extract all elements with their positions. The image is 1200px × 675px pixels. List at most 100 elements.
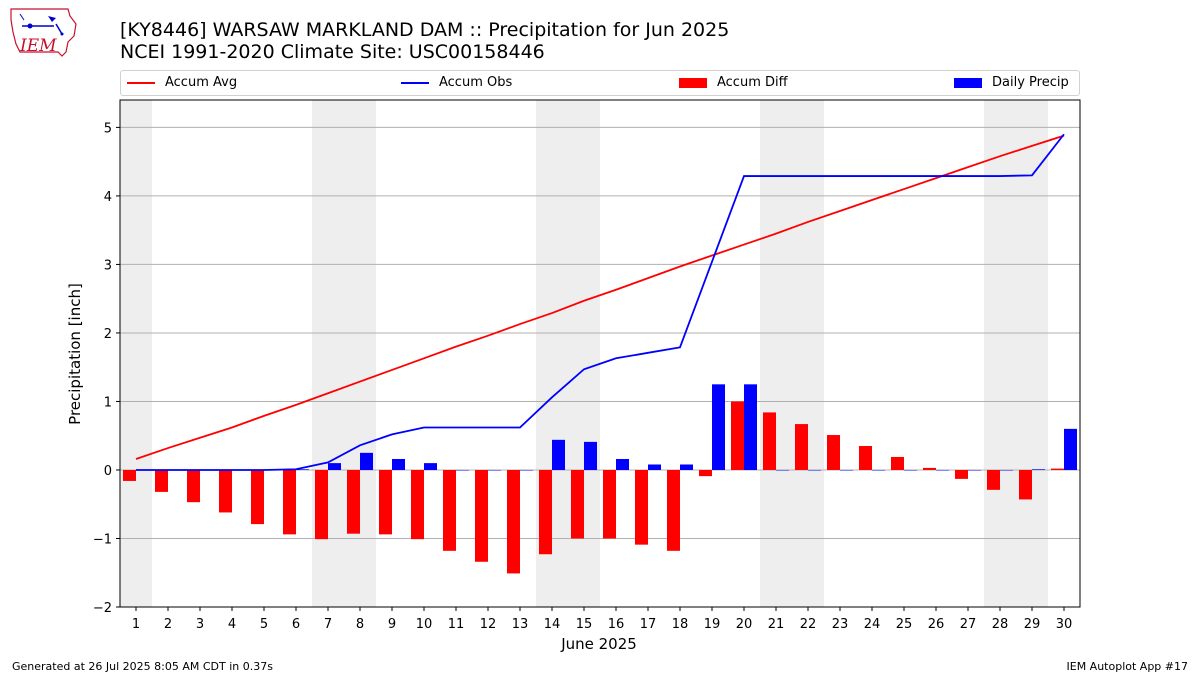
diff-bar bbox=[955, 469, 968, 479]
diff-bar bbox=[315, 469, 328, 540]
y-tick-label: 5 bbox=[104, 121, 112, 136]
x-tick-label: 24 bbox=[864, 617, 881, 632]
diff-bar bbox=[635, 469, 648, 545]
diff-bar bbox=[507, 469, 520, 574]
footer-generated: Generated at 26 Jul 2025 8:05 AM CDT in … bbox=[12, 660, 273, 673]
x-tick-label: 29 bbox=[1024, 617, 1041, 632]
diff-bar bbox=[859, 445, 872, 470]
x-tick-label: 11 bbox=[448, 617, 465, 632]
x-axis-label: June 2025 bbox=[560, 635, 637, 653]
iowa-state-outline-icon bbox=[10, 8, 77, 57]
x-tick-label: 5 bbox=[260, 617, 268, 632]
daily-precip-bar bbox=[552, 439, 565, 470]
x-tick-label: 12 bbox=[480, 617, 497, 632]
daily-precip-bar bbox=[456, 469, 469, 471]
diff-bar bbox=[1051, 468, 1064, 470]
legend-swatch-obs bbox=[401, 81, 429, 84]
x-tick-label: 22 bbox=[800, 617, 817, 632]
daily-precip-bar bbox=[1032, 469, 1045, 470]
x-tick-label: 28 bbox=[992, 617, 1009, 632]
legend-label-obs: Accum Obs bbox=[439, 75, 513, 90]
diff-bar bbox=[923, 467, 936, 470]
logo-text: IEM bbox=[20, 36, 57, 56]
legend-swatch-avg bbox=[127, 81, 155, 84]
diff-bar bbox=[411, 469, 424, 540]
diff-bar bbox=[539, 469, 552, 555]
y-tick-label: 1 bbox=[104, 395, 112, 410]
x-tick-label: 14 bbox=[544, 617, 561, 632]
x-tick-label: 17 bbox=[640, 617, 657, 632]
weekend-band bbox=[984, 100, 1016, 607]
accum-obs-line bbox=[136, 133, 1065, 471]
weekend-band bbox=[1016, 100, 1048, 607]
legend-label-avg: Accum Avg bbox=[165, 75, 238, 90]
x-tick-label: 8 bbox=[356, 617, 364, 632]
x-tick-label: 1 bbox=[132, 617, 140, 632]
legend: Accum Avg Accum Obs Accum Diff Daily Pre… bbox=[120, 70, 1080, 96]
daily-precip-bar bbox=[424, 463, 437, 470]
daily-precip-bar bbox=[808, 469, 821, 471]
footer-app: IEM Autoplot App #17 bbox=[1066, 660, 1189, 673]
accum-diff-bars bbox=[123, 401, 1064, 574]
x-axis-ticks: 1 2 3 4 5 6 7 8 9 10 11 12 13 14 15 16 17 18 19 20 21 22 23 24 2… bbox=[132, 607, 1072, 632]
daily-precip-bar bbox=[904, 469, 917, 471]
plot-frame bbox=[119, 99, 1081, 608]
legend-label-diff: Accum Diff bbox=[717, 75, 788, 90]
diff-bar bbox=[219, 469, 232, 513]
x-tick-label: 15 bbox=[576, 617, 593, 632]
x-tick-label: 20 bbox=[736, 617, 753, 632]
diff-bar bbox=[155, 469, 168, 492]
weekend-band bbox=[792, 100, 824, 607]
y-tick-label: 3 bbox=[104, 258, 112, 273]
diff-bar bbox=[1019, 469, 1032, 500]
daily-precip-bar bbox=[520, 469, 533, 471]
x-tick-label: 3 bbox=[196, 617, 204, 632]
diff-bar bbox=[827, 435, 840, 470]
x-tick-label: 19 bbox=[704, 617, 721, 632]
y-tick-label: −2 bbox=[93, 601, 112, 616]
accum-avg-line bbox=[135, 134, 1065, 460]
x-tick-label: 27 bbox=[960, 617, 977, 632]
diff-bar bbox=[795, 424, 808, 470]
daily-precip-bar bbox=[1064, 428, 1077, 470]
diff-bar bbox=[763, 412, 776, 470]
diff-bar bbox=[187, 469, 200, 503]
daily-precip-bar bbox=[776, 469, 789, 471]
daily-precip-bar bbox=[744, 384, 757, 470]
legend-item-accum-diff: Accum Diff bbox=[679, 74, 788, 92]
daily-precip-bar bbox=[648, 464, 661, 470]
legend-item-accum-obs: Accum Obs bbox=[401, 74, 512, 92]
x-tick-label: 2 bbox=[164, 617, 172, 632]
x-tick-label: 10 bbox=[416, 617, 433, 632]
daily-precip-bar bbox=[936, 469, 949, 471]
x-tick-label: 18 bbox=[672, 617, 689, 632]
daily-precip-bar bbox=[392, 459, 405, 470]
weekend-band bbox=[120, 100, 152, 607]
x-tick-label: 9 bbox=[388, 617, 396, 632]
legend-swatch-diff bbox=[679, 77, 707, 88]
x-tick-label: 23 bbox=[832, 617, 849, 632]
daily-precip-bar bbox=[872, 469, 885, 471]
diff-bar bbox=[251, 469, 264, 525]
daily-precip-bars bbox=[136, 384, 1077, 471]
diff-bar bbox=[475, 469, 488, 562]
daily-precip-bar bbox=[296, 469, 309, 470]
diff-bar bbox=[603, 469, 616, 539]
daily-precip-bar bbox=[584, 441, 597, 470]
diff-bar bbox=[379, 469, 392, 535]
diff-bar bbox=[667, 469, 680, 551]
diff-bar bbox=[699, 469, 712, 477]
y-tick-label: 0 bbox=[104, 464, 112, 479]
daily-precip-bar bbox=[968, 469, 981, 471]
daily-precip-bar bbox=[488, 469, 501, 471]
daily-precip-bar bbox=[712, 384, 725, 470]
diff-bar bbox=[347, 469, 360, 534]
legend-swatch-daily bbox=[954, 77, 982, 88]
y-tick-label: 4 bbox=[104, 190, 112, 205]
diff-bar bbox=[283, 469, 296, 535]
y-axis-label: Precipitation [inch] bbox=[66, 283, 84, 425]
diff-bar bbox=[571, 469, 584, 539]
x-tick-label: 21 bbox=[768, 617, 785, 632]
diff-bar bbox=[987, 469, 1000, 490]
